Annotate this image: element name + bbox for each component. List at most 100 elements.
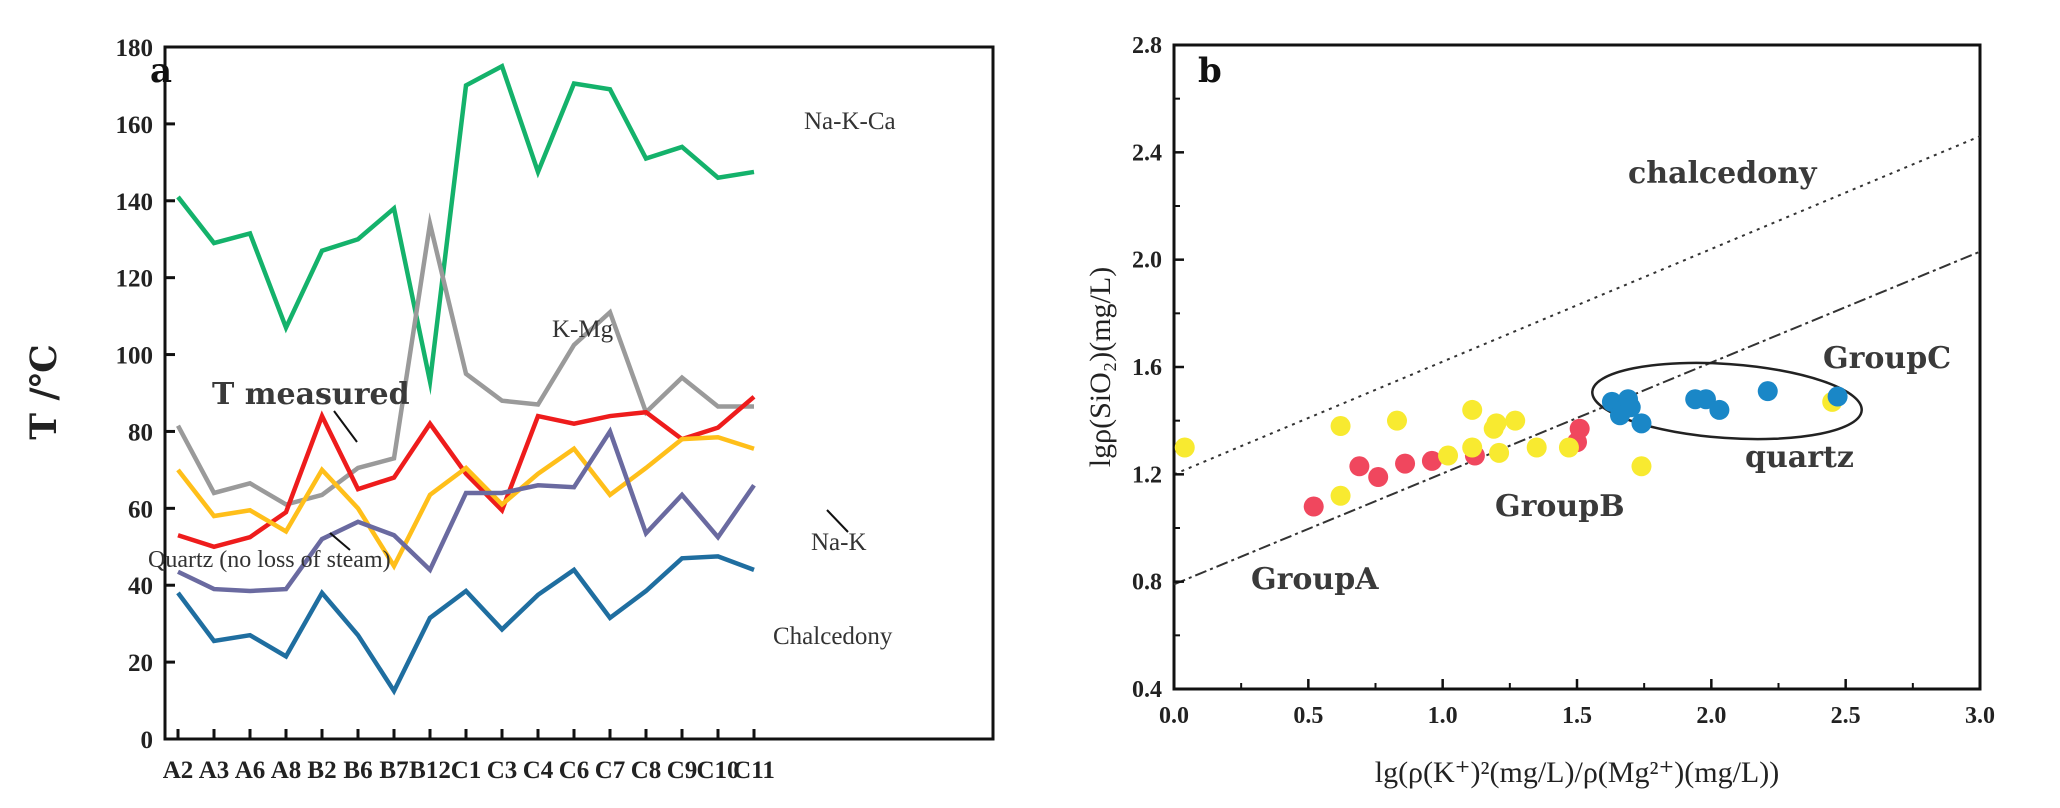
a-x-tick-label: B7 — [379, 757, 408, 784]
point-groupc — [1620, 397, 1641, 418]
a-x-tick-label: B2 — [307, 757, 336, 784]
b-y-tick-label: 2.0 — [1132, 248, 1162, 274]
series-line-k-mg — [176, 212, 754, 507]
b-x-tick-label: 2.0 — [1696, 703, 1726, 729]
annotation-quartz: Quartz (no loss of steam) — [148, 547, 391, 573]
a-y-tick-label: 100 — [116, 343, 154, 370]
b-y-tick-label: 0.8 — [1132, 570, 1162, 596]
series-line-na-k — [177, 426, 756, 594]
b-x-tick-label: 0.0 — [1159, 703, 1189, 729]
a-x-tick-label: C10 — [696, 757, 739, 784]
a-y-tick-label: 180 — [116, 35, 154, 62]
a-x-tick-label: C8 — [631, 757, 662, 784]
point-groupb — [1386, 410, 1407, 431]
panel-b-scatter-chart: b 0.4 0.8 1.2 1.6 2.0 2.4 2.8 0.0 0.5 1.0 1.5 2.0 2… — [1084, 33, 1995, 789]
annotation-groupa: GroupA — [1251, 562, 1379, 597]
a-x-tick-label: C6 — [559, 757, 590, 784]
point-groupa — [1395, 453, 1416, 474]
a-y-tick-label: 40 — [128, 573, 153, 600]
annotation-k-mg: K-Mg — [552, 316, 614, 343]
annotation-t-measured: T measured — [212, 377, 410, 412]
point-groupb — [1526, 437, 1547, 458]
series-line-quartz-no-loss-of-steam — [176, 434, 755, 571]
annotation-chalcedony: Chalcedony — [773, 623, 893, 650]
a-x-tick-label: B12 — [409, 757, 451, 784]
b-x-tick-label: 1.0 — [1428, 703, 1458, 729]
leader-na-k — [826, 509, 849, 533]
point-groupa — [1349, 456, 1370, 477]
point-groupb — [1438, 445, 1459, 466]
point-groupc — [1827, 386, 1848, 407]
a-x-tick-label: A8 — [271, 757, 302, 784]
a-y-tick-label: 20 — [128, 650, 153, 677]
a-y-tick-label: 160 — [116, 112, 154, 139]
point-groupc — [1631, 413, 1652, 434]
panel-b-y-axis-title: lgρ(SiO₂)(mg/L) — [1084, 267, 1117, 467]
groupc-enclosure — [1591, 361, 1863, 441]
a-y-tick-label: 60 — [128, 496, 153, 523]
panel-b-y-axis: 0.4 0.8 1.2 1.6 2.0 2.4 2.8 — [1132, 33, 1184, 703]
leader-quartz — [329, 532, 351, 551]
reference-line-chalcedony — [1173, 135, 1981, 476]
a-x-tick-label: C1 — [451, 757, 482, 784]
a-x-tick-label: B6 — [343, 757, 372, 784]
point-groupb — [1631, 456, 1652, 477]
a-x-tick-label: C7 — [595, 757, 626, 784]
point-groupb — [1330, 485, 1351, 506]
a-x-tick-label: C4 — [523, 757, 554, 784]
b-x-tick-label: 3.0 — [1965, 703, 1995, 729]
point-groupb — [1558, 437, 1579, 458]
a-x-tick-label: C11 — [733, 757, 775, 784]
panel-a-y-axis-title: T /℃ — [23, 344, 65, 440]
annotation-na-k-ca: Na-K-Ca — [804, 108, 896, 135]
b-y-tick-label: 2.8 — [1132, 33, 1162, 59]
point-groupc — [1757, 381, 1778, 402]
series-line-chalcedony — [176, 554, 755, 696]
panel-b-x-axis: 0.0 0.5 1.0 1.5 2.0 2.5 3.0 — [1159, 679, 1995, 729]
point-groupb — [1489, 442, 1510, 463]
annotation-na-k: Na-K — [811, 529, 867, 556]
a-y-tick-label: 80 — [128, 419, 153, 446]
b-y-tick-label: 1.6 — [1132, 355, 1162, 381]
a-x-tick-label: A3 — [199, 757, 230, 784]
leader-t-measured — [333, 410, 358, 443]
b-x-tick-label: 0.5 — [1293, 703, 1323, 729]
reference-line-quartz — [1173, 250, 1981, 586]
panel-b-x-axis-title: lg(ρ(K⁺)²(mg/L)/ρ(Mg²⁺)(mg/L)) — [1375, 756, 1780, 789]
point-groupc — [1709, 399, 1730, 420]
a-x-tick-label: A6 — [235, 757, 266, 784]
point-groupb — [1330, 416, 1351, 437]
point-groupb — [1505, 410, 1526, 431]
annotation-chalcedony-line: chalcedony — [1628, 156, 1818, 191]
panel-a-plot-frame — [163, 45, 995, 741]
a-x-tick-label: C9 — [667, 757, 698, 784]
a-y-tick-label: 0 — [141, 727, 154, 754]
annotation-groupc: GroupC — [1823, 341, 1951, 376]
b-x-tick-label: 2.5 — [1831, 703, 1861, 729]
point-groupa — [1421, 450, 1442, 471]
point-groupb — [1462, 399, 1483, 420]
panel-a-line-chart: a 0 20 40 60 80 100 120 140 160 180 A2 A3 A6 A8 B2 B6 B… — [23, 35, 995, 784]
point-groupa — [1303, 496, 1324, 517]
a-y-tick-label: 120 — [116, 266, 154, 293]
annotation-groupb: GroupB — [1495, 489, 1625, 524]
panel-b-points — [1174, 381, 1848, 517]
a-x-tick-label: A2 — [163, 757, 194, 784]
b-y-tick-label: 0.4 — [1132, 677, 1162, 703]
point-groupc — [1695, 389, 1716, 410]
panel-a-series — [176, 62, 756, 696]
point-groupa — [1368, 467, 1389, 488]
point-groupb — [1462, 437, 1483, 458]
panel-b-reference-lines — [1173, 135, 1981, 586]
panel-a-letter: a — [150, 51, 172, 91]
b-x-tick-label: 1.5 — [1562, 703, 1592, 729]
point-groupa — [1569, 418, 1590, 439]
b-y-tick-label: 1.2 — [1132, 462, 1162, 488]
point-groupb — [1174, 437, 1195, 458]
a-y-tick-label: 140 — [116, 189, 154, 216]
series-line-t-measured — [177, 395, 756, 550]
panel-a-y-axis: 0 20 40 60 80 100 120 140 160 180 — [116, 35, 175, 754]
panel-b-letter: b — [1198, 51, 1222, 91]
